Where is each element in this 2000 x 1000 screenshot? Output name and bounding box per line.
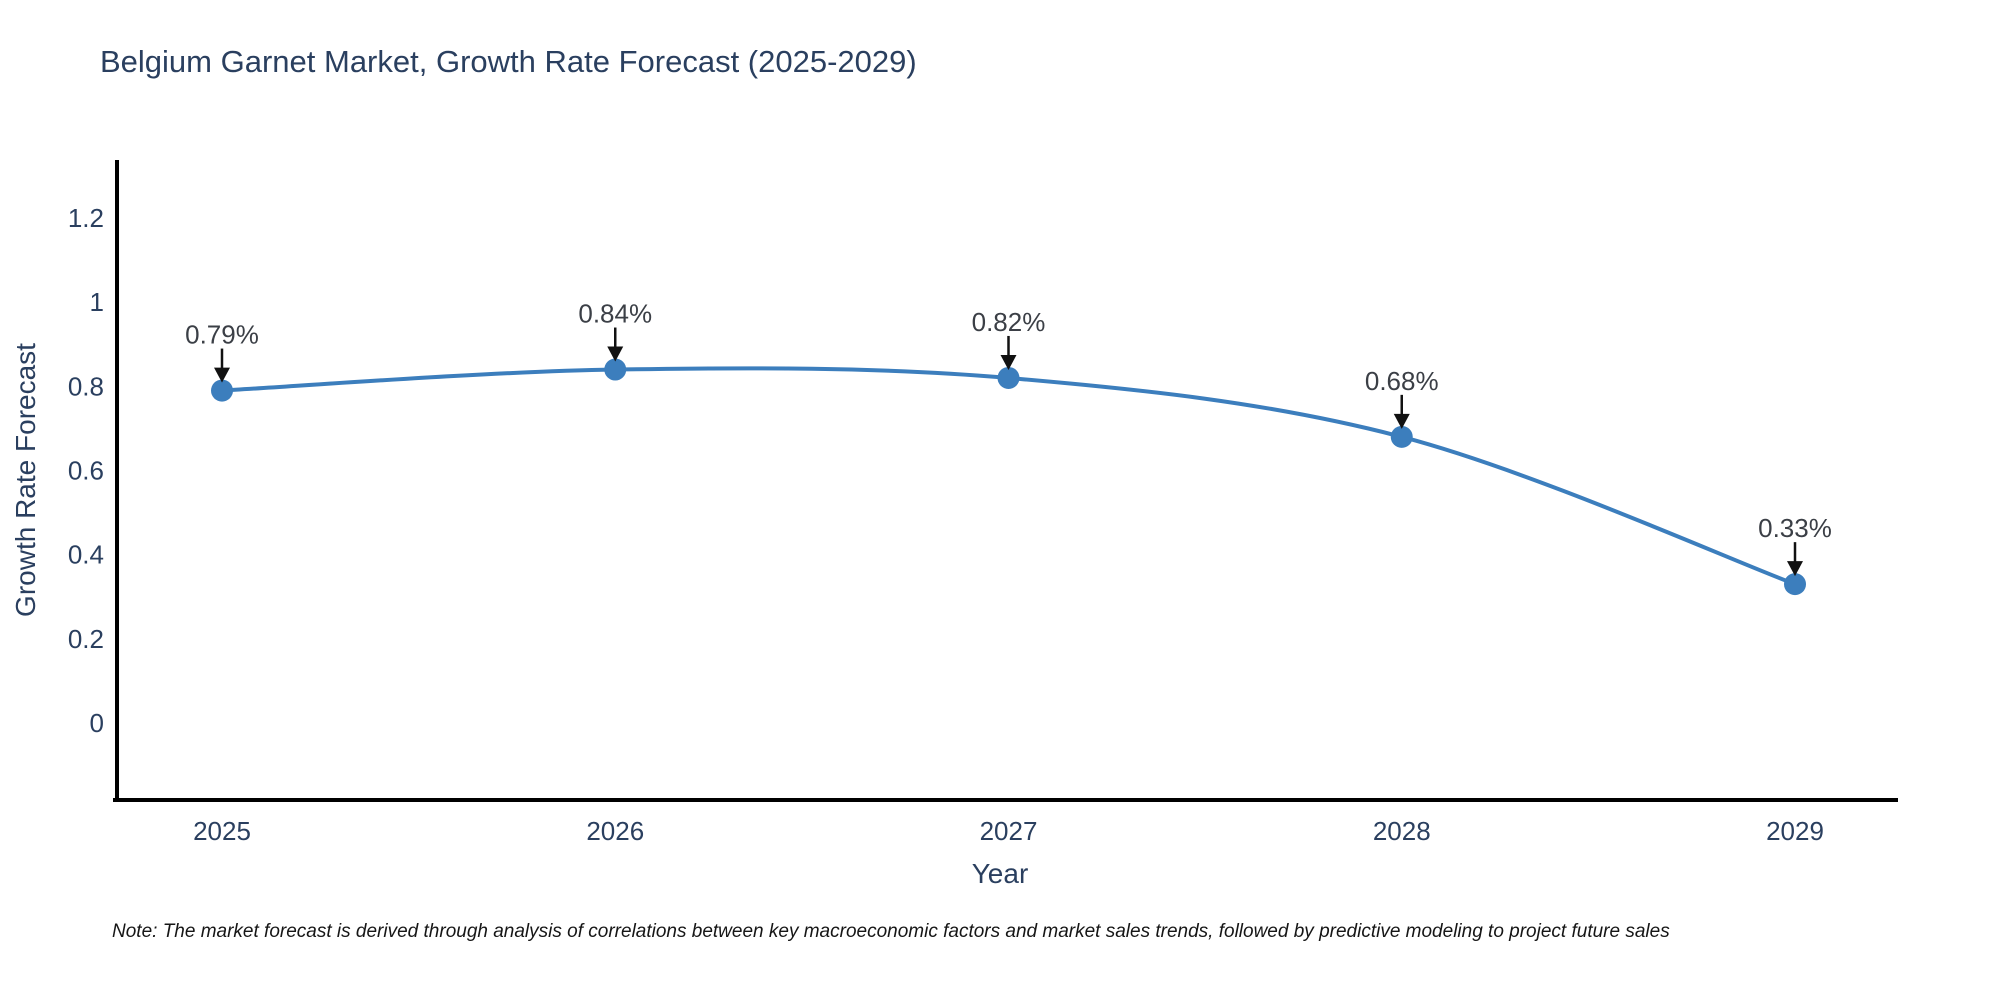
series-line [221, 366, 1796, 587]
x-tick-label: 2028 [1373, 816, 1431, 846]
y-tick-label: 0.8 [68, 371, 104, 401]
data-point-marker [1390, 425, 1413, 448]
data-label: 0.79% [185, 320, 259, 350]
x-tick-label: 2026 [586, 816, 644, 846]
data-label: 0.82% [972, 307, 1046, 337]
annotation-arrowhead-icon [1393, 413, 1410, 429]
footnote: Note: The market forecast is derived thr… [112, 921, 1670, 942]
y-tick-label: 0.2 [68, 624, 104, 654]
data-point-marker [604, 358, 627, 381]
annotation-arrowhead-icon [1000, 354, 1017, 370]
y-tick-label: 0.4 [68, 540, 104, 570]
x-tick-label: 2029 [1766, 816, 1824, 846]
data-point-marker [997, 366, 1020, 389]
x-tick-label: 2025 [193, 816, 251, 846]
chart-title: Belgium Garnet Market, Growth Rate Forec… [100, 44, 917, 79]
data-label: 0.84% [578, 299, 652, 329]
y-tick-label: 0.6 [68, 456, 104, 486]
x-axis-title: Year [971, 858, 1029, 889]
annotation-arrowhead-icon [1787, 561, 1803, 577]
x-tick-label: 2027 [980, 816, 1038, 846]
y-tick-label: 1 [90, 287, 104, 317]
annotation-arrowhead-icon [607, 346, 624, 362]
y-tick-label: 0 [90, 708, 104, 738]
data-label: 0.33% [1758, 513, 1832, 543]
y-tick-label: 1.2 [68, 203, 104, 233]
annotation-arrowhead-icon [214, 367, 230, 383]
data-point-marker [1784, 573, 1806, 596]
data-point-marker [211, 379, 233, 402]
data-label: 0.68% [1365, 366, 1439, 396]
